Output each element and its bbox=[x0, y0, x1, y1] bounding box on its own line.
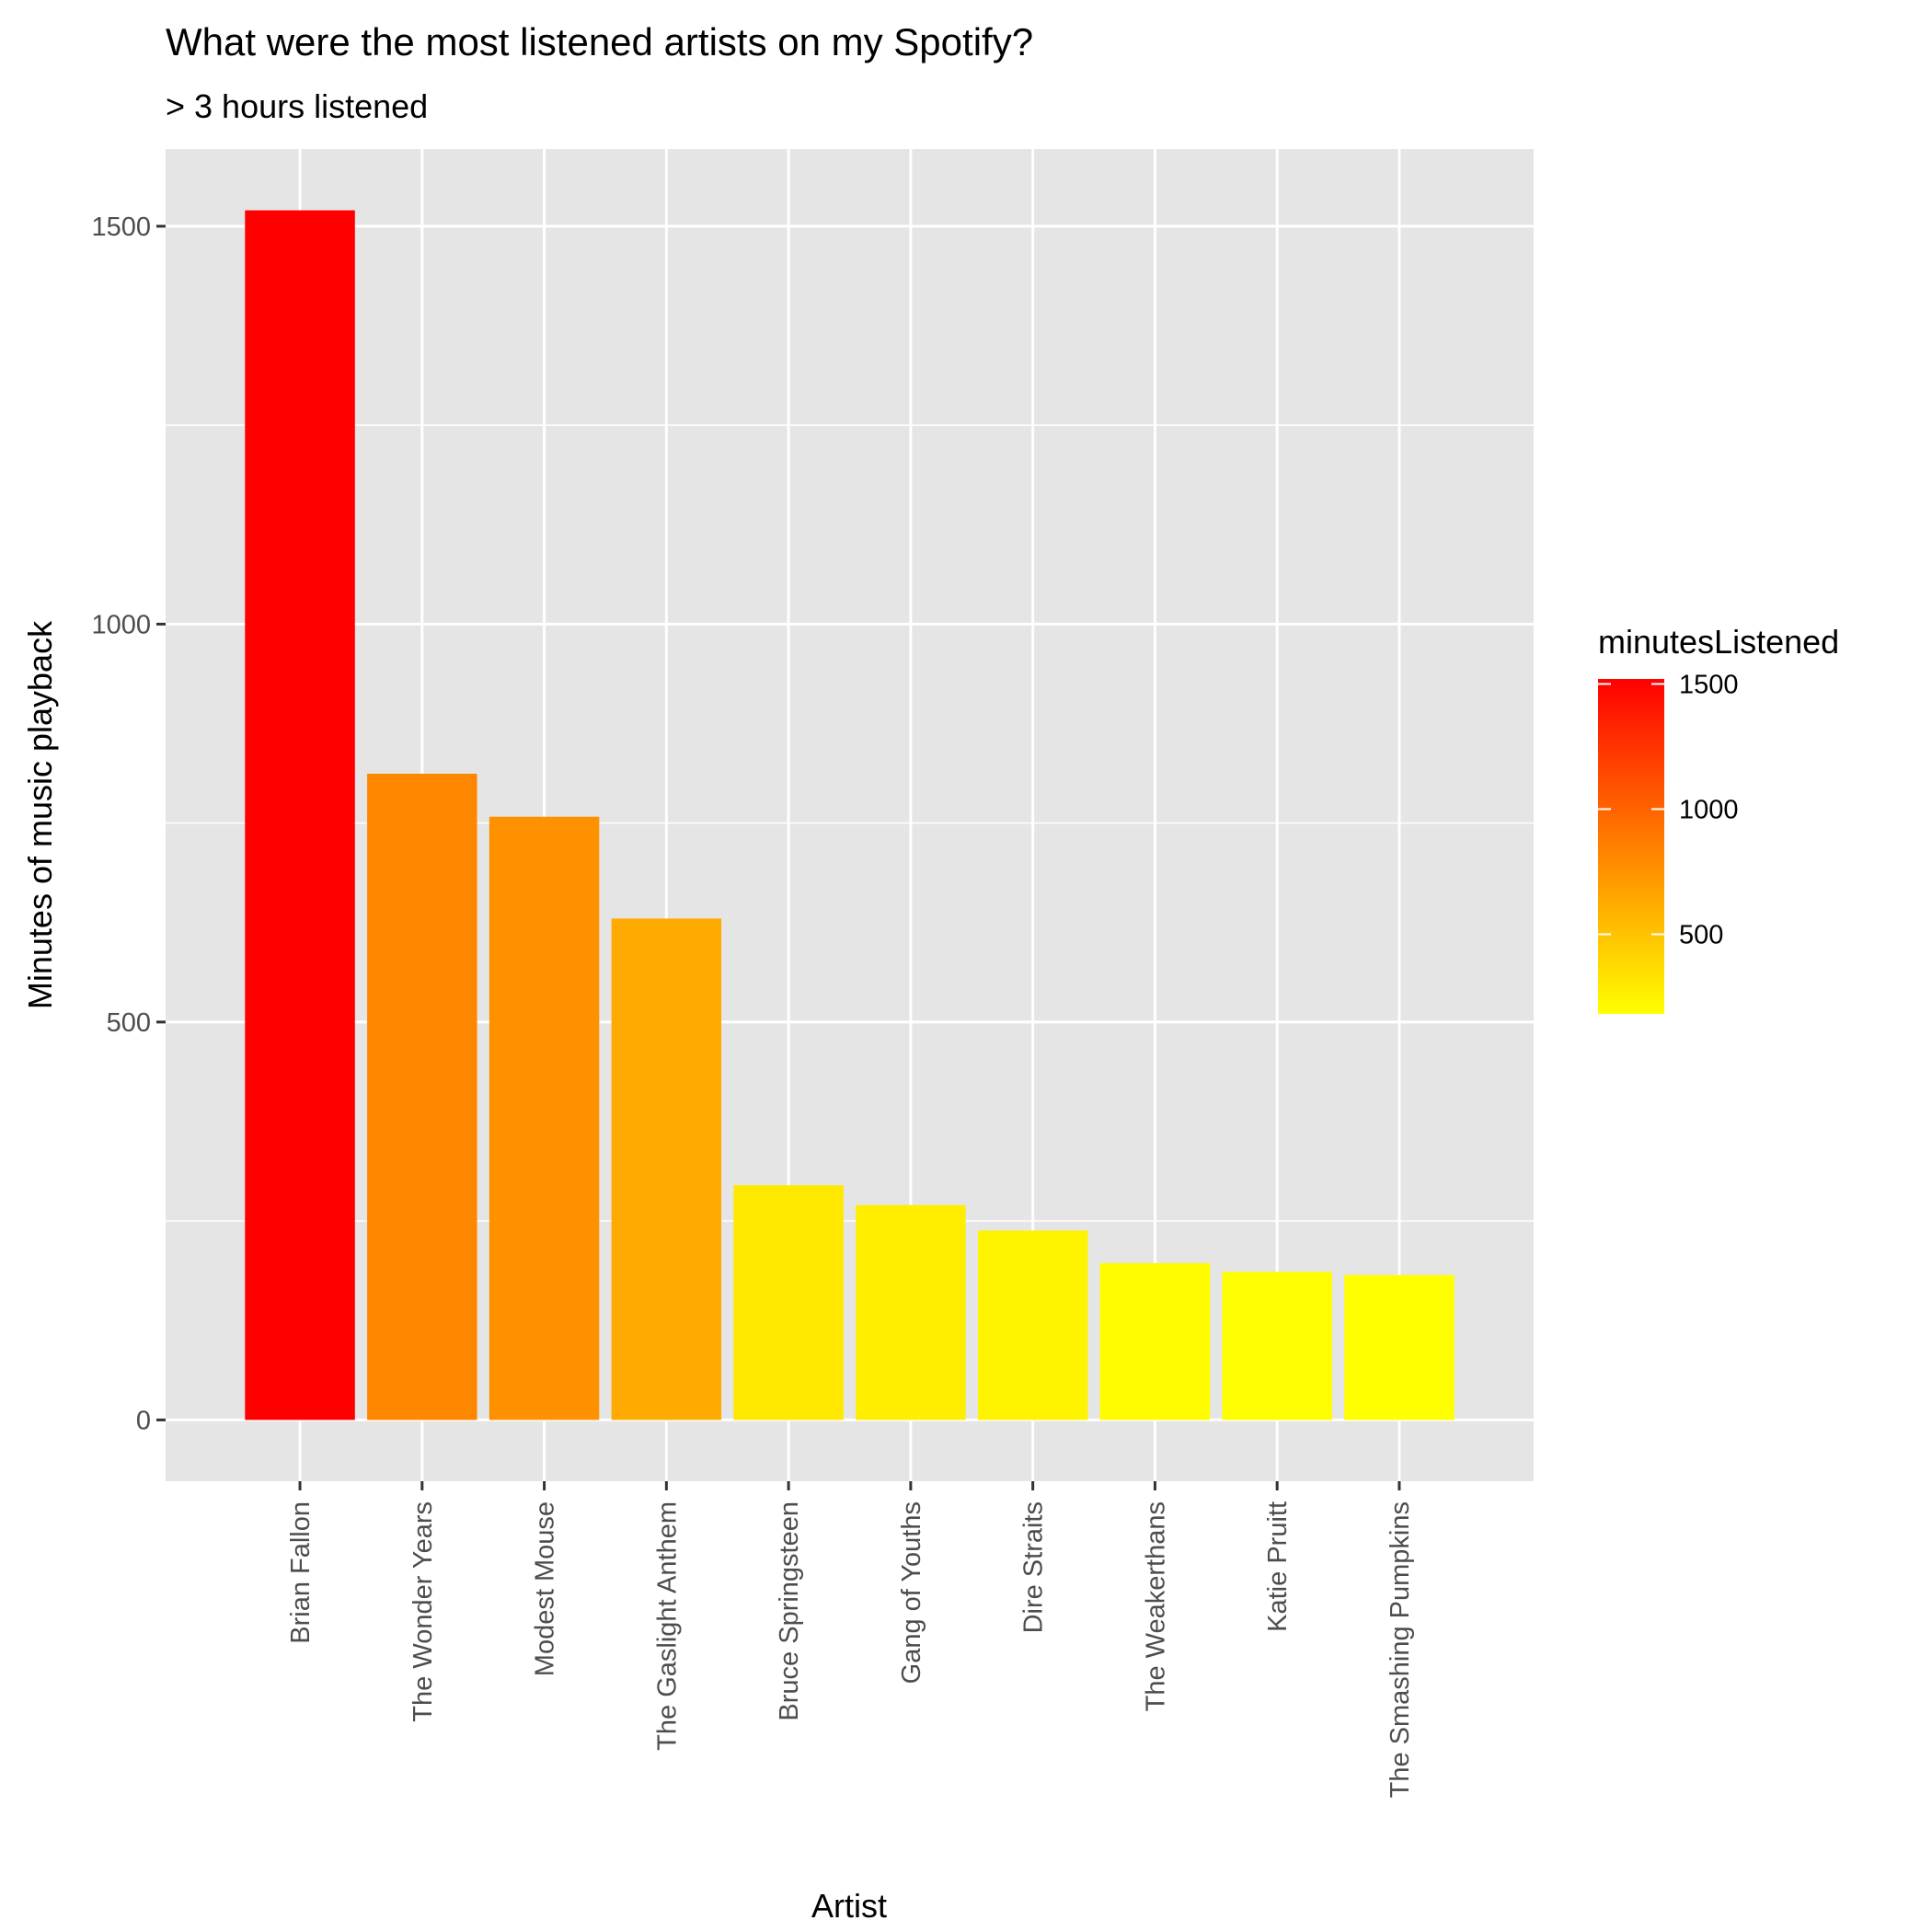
x-axis: Brian Fallon The Wonder Years Modest Mouse… bbox=[286, 1481, 1415, 1798]
bar bbox=[367, 774, 477, 1420]
x-tick-label: Dire Straits bbox=[1019, 1501, 1049, 1633]
chart-subtitle: > 3 hours listened bbox=[166, 87, 428, 125]
x-tick-label: Brian Fallon bbox=[286, 1501, 316, 1644]
bar bbox=[733, 1185, 844, 1420]
bar bbox=[611, 918, 722, 1420]
bar bbox=[1099, 1262, 1211, 1420]
legend-tick-label: 1000 bbox=[1679, 795, 1739, 824]
y-tick-label: 1500 bbox=[91, 213, 151, 242]
legend-ticks: 500 1000 1500 bbox=[1598, 670, 1739, 949]
color-legend: minutesListened 500 1000 1500 bbox=[1598, 623, 1839, 1014]
bar bbox=[245, 210, 355, 1420]
x-tick-label: The Smashing Pumpkins bbox=[1386, 1501, 1415, 1798]
bar bbox=[856, 1204, 966, 1420]
legend-colorbar bbox=[1598, 679, 1664, 1014]
y-tick-label: 0 bbox=[136, 1406, 151, 1435]
x-tick-label: Katie Pruitt bbox=[1263, 1501, 1293, 1632]
bar bbox=[489, 816, 600, 1420]
x-tick-label: Bruce Springsteen bbox=[775, 1501, 804, 1721]
y-axis: 0 500 1000 1500 bbox=[91, 213, 166, 1435]
x-tick-label: The Gaslight Anthem bbox=[652, 1501, 682, 1751]
y-tick-label: 1000 bbox=[91, 610, 151, 639]
x-axis-title: Artist bbox=[811, 1887, 887, 1925]
y-tick-label: 500 bbox=[107, 1008, 151, 1038]
x-tick-label: Gang of Youths bbox=[897, 1501, 926, 1684]
bar bbox=[1344, 1274, 1455, 1420]
x-tick-label: The Weakerthans bbox=[1141, 1501, 1170, 1711]
x-tick-label: Modest Mouse bbox=[531, 1501, 560, 1676]
legend-tick-label: 500 bbox=[1679, 920, 1723, 949]
legend-tick-label: 1500 bbox=[1679, 670, 1739, 699]
legend-title: minutesListened bbox=[1598, 623, 1839, 661]
bars bbox=[245, 210, 1455, 1420]
chart-title: What were the most listened artists on m… bbox=[166, 20, 1033, 63]
x-tick-label: The Wonder Years bbox=[408, 1501, 438, 1722]
y-axis-title: Minutes of music playback bbox=[21, 620, 59, 1009]
bar bbox=[1222, 1271, 1332, 1420]
bar bbox=[977, 1230, 1088, 1420]
